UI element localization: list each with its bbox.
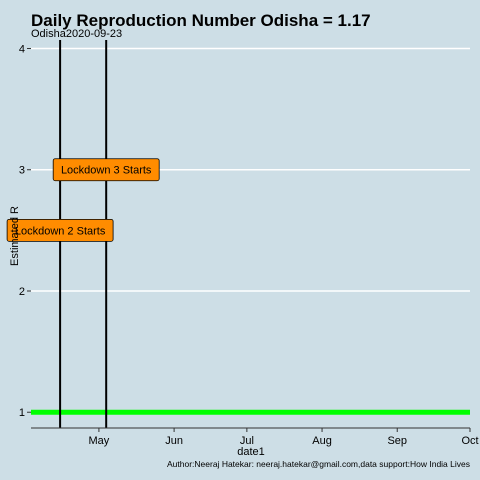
y-tick-label: 4 xyxy=(19,43,25,55)
x-tick-label: Sep xyxy=(387,435,407,447)
x-axis-label: date1 xyxy=(237,446,265,458)
x-tick-label: Jul xyxy=(240,435,254,447)
event-label-box xyxy=(6,218,114,242)
chart-title: Daily Reproduction Number Odisha = 1.17 xyxy=(31,11,371,30)
y-tick-label: 2 xyxy=(19,286,25,298)
y-tick-label: 1 xyxy=(19,407,25,419)
chart-caption: Author:Neeraj Hatekar: neeraj.hatekar@gm… xyxy=(167,459,470,469)
event-label: Lockdown 2 Starts xyxy=(15,225,106,237)
x-tick-label: Aug xyxy=(312,435,332,447)
event-annotation: Lockdown 2 Starts xyxy=(6,218,114,242)
chart-subtitle: Odisha2020-09-23 xyxy=(31,28,122,40)
x-tick-label: May xyxy=(89,435,110,447)
event-layer: Lockdown 2 Starts Lockdown 3 Starts xyxy=(6,40,160,428)
y-tick-label: 3 xyxy=(19,165,25,177)
axis-layer: 1 2 3 4 May Jun Jul Aug Sep Oct xyxy=(19,43,479,447)
y-axis-label: Estimated R xyxy=(9,206,21,266)
event-annotation: Lockdown 3 Starts xyxy=(52,158,160,182)
event-label-box xyxy=(52,158,160,182)
x-tick-label: Oct xyxy=(461,435,478,447)
event-label: Lockdown 3 Starts xyxy=(61,165,152,177)
x-tick-label: Jun xyxy=(165,435,183,447)
